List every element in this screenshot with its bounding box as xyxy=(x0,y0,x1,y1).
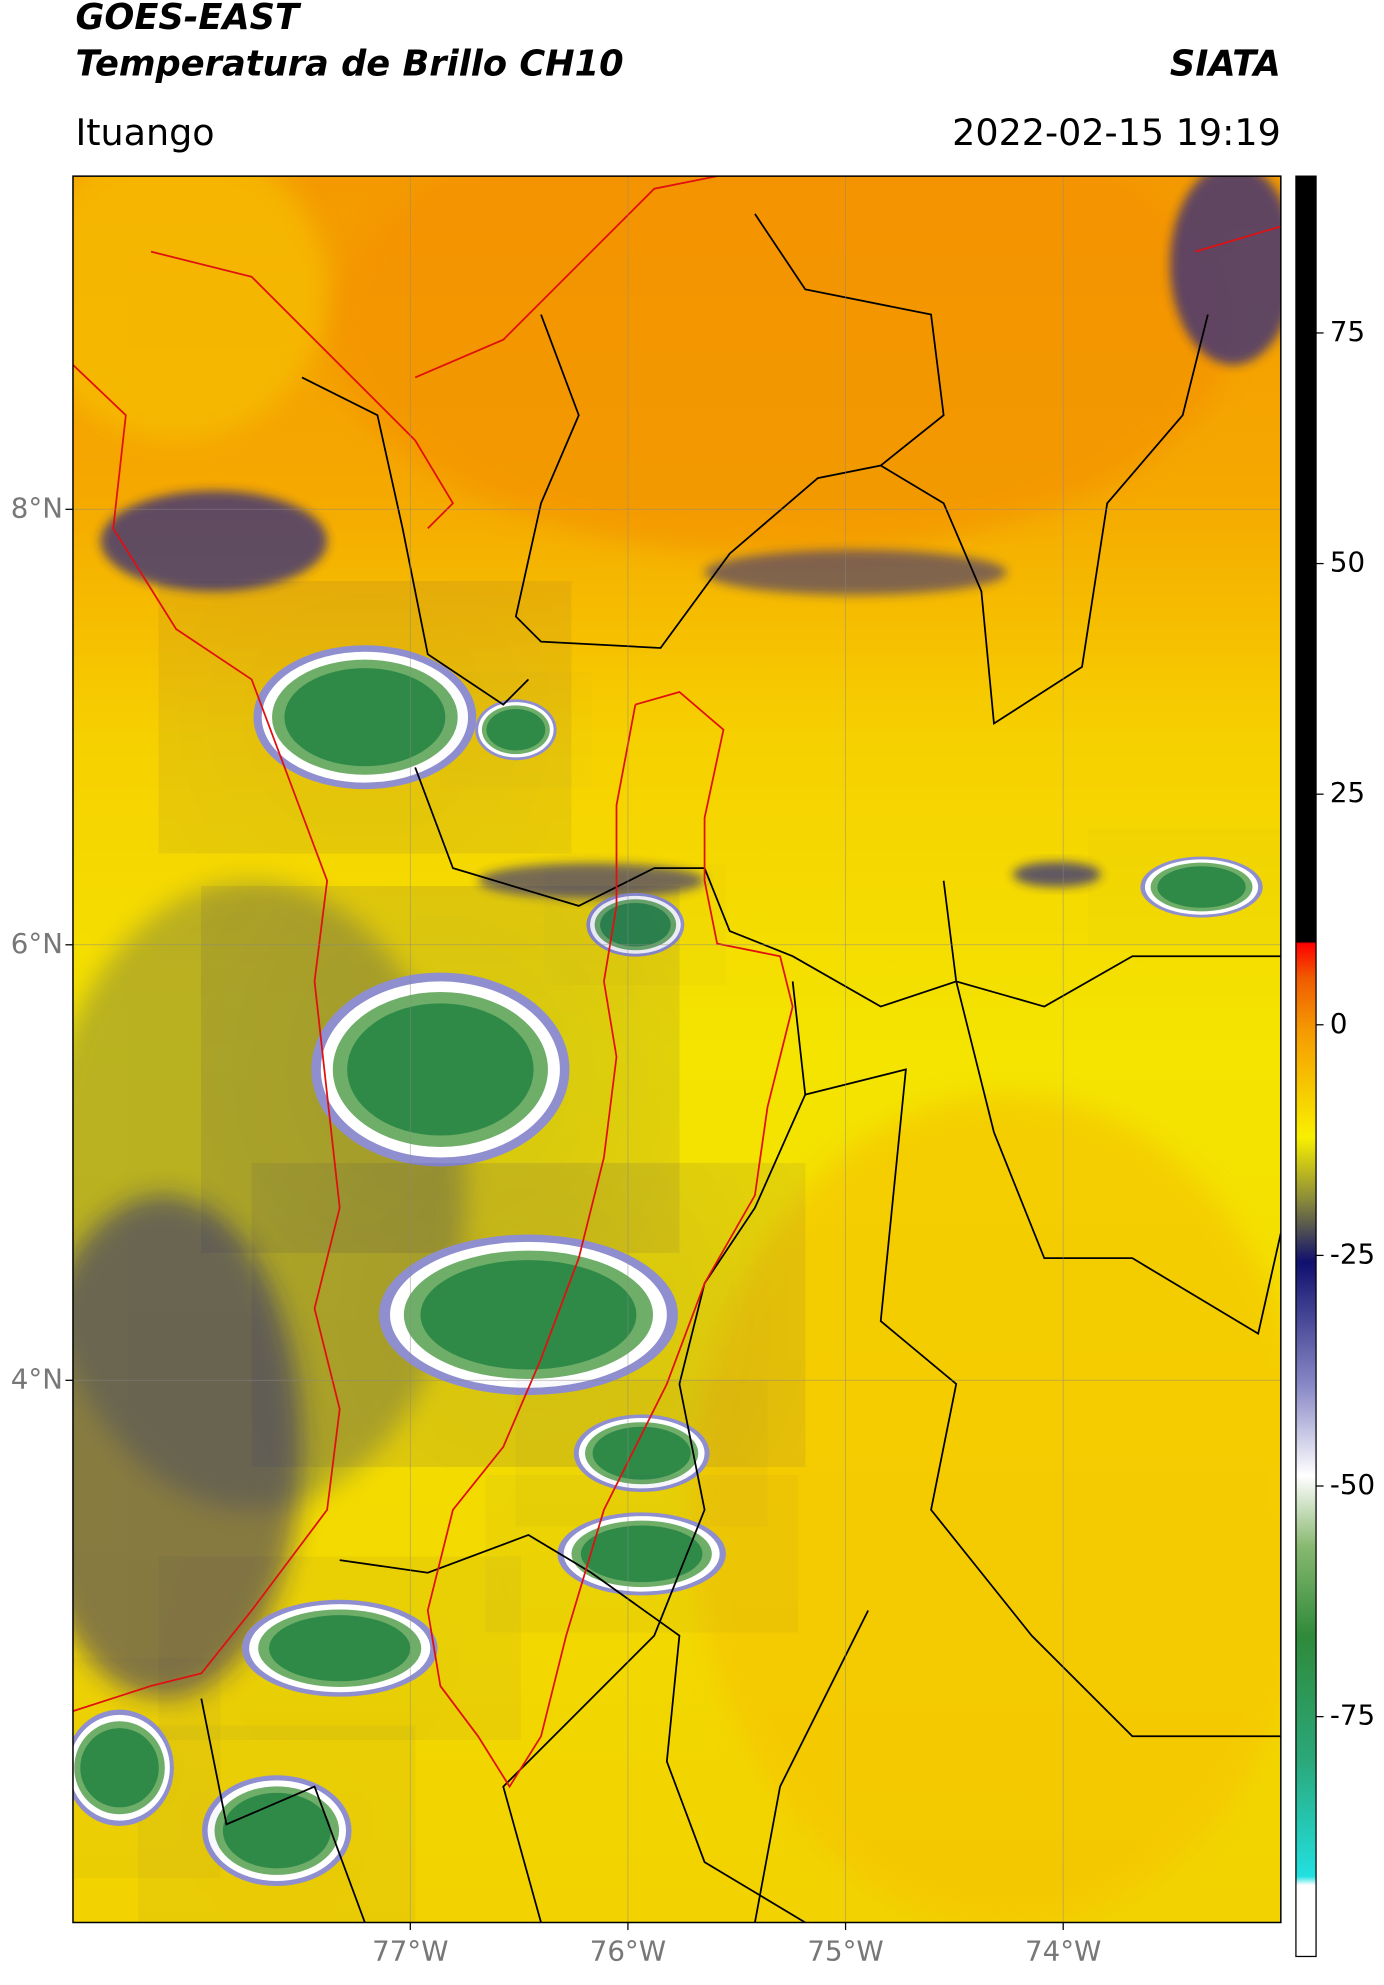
colorbar-tick-label: 50 xyxy=(1330,546,1365,579)
y-tick-label: 8°N xyxy=(11,491,63,524)
x-tick-label: 77°W xyxy=(372,1935,448,1968)
colorbar xyxy=(1295,175,1317,1958)
header: GOES-EAST Temperatura de Brillo CH10 SIA… xyxy=(75,0,1280,154)
colorbar-tick-label: 0 xyxy=(1330,1007,1348,1040)
source: SIATA xyxy=(1170,43,1281,84)
colorbar-tick-label: 25 xyxy=(1330,776,1365,809)
title: GOES-EAST xyxy=(75,0,302,38)
timestamp: 2022-02-15 19:19 xyxy=(952,111,1281,154)
x-tick-label: 75°W xyxy=(807,1935,883,1968)
location: Ituango xyxy=(75,111,214,154)
colorbar-tick-label: 75 xyxy=(1330,315,1365,348)
colorbar-tick-label: -75 xyxy=(1330,1699,1375,1732)
colorbar-tick-label: -25 xyxy=(1330,1237,1375,1270)
y-tick-label: 4°N xyxy=(11,1362,63,1395)
satellite-image xyxy=(72,176,1281,1923)
colorbar-tick-label: -50 xyxy=(1330,1468,1375,1501)
subtitle: Temperatura de Brillo CH10 xyxy=(75,43,623,84)
y-tick-label: 6°N xyxy=(11,927,63,960)
map-frame xyxy=(72,175,1282,1924)
x-tick-label: 76°W xyxy=(590,1935,666,1968)
x-tick-label: 74°W xyxy=(1025,1935,1101,1968)
grid xyxy=(72,176,1281,1923)
